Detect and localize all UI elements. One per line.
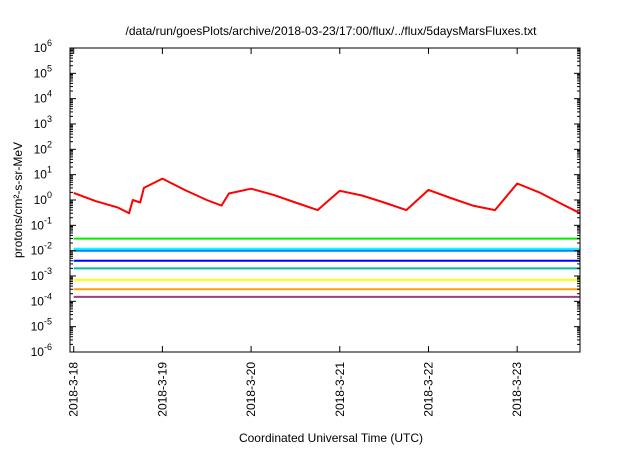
y-tick-label: 101 — [34, 165, 52, 182]
x-tick-label: 2018-3-20 — [244, 362, 258, 417]
y-tick-label: 10-1 — [31, 215, 52, 232]
x-tick-label: 2018-3-18 — [67, 362, 81, 417]
y-tick-label: 105 — [34, 63, 52, 80]
series-layer — [73, 177, 581, 298]
x-tick-label: 2018-3-19 — [155, 362, 169, 417]
y-tick-label: 10-5 — [31, 317, 52, 334]
y-tick-label: 10-6 — [31, 342, 52, 359]
y-tick-label: 100 — [34, 190, 52, 207]
x-tick-label: 2018-3-21 — [333, 362, 347, 417]
y-tick-label: 104 — [34, 89, 52, 106]
x-axis: 2018-3-18 2018-3-19 2018-3-20 2018-3-21 2018… — [67, 48, 524, 417]
x-axis-label: Coordinated Universal Time (UTC) — [239, 431, 423, 445]
chart-title: /data/run/goesPlots/archive/2018-03-23/1… — [126, 24, 538, 38]
y-tick-label: 10-2 — [31, 241, 52, 258]
y-axis: 10-6 10-5 10-4 10-3 10-2 10-1 100 101 102 103 104 1… — [31, 38, 580, 359]
y-axis-label: protons/cm²-s-sr-MeV — [11, 142, 25, 258]
y-tick-label: 103 — [34, 114, 52, 131]
y-tick-label: 10-4 — [31, 291, 52, 308]
y-tick-label: 10-3 — [31, 266, 52, 283]
series-line-1 — [73, 177, 581, 215]
x-tick-label: 2018-3-23 — [510, 362, 524, 417]
y-tick-label: 102 — [34, 139, 52, 156]
x-tick-label: 2018-3-22 — [421, 362, 435, 417]
y-tick-label: 106 — [34, 38, 52, 55]
